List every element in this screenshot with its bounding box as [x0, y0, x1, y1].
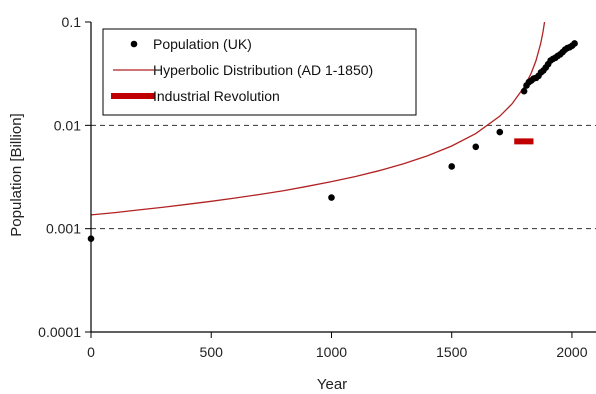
data-point-2 [448, 163, 456, 170]
x-tick-label-0: 0 [87, 344, 95, 360]
data-point-4 [496, 128, 504, 136]
data-point-3 [472, 143, 480, 151]
y-tick-label-3: 0.1 [62, 14, 82, 30]
y-tick-label-0: 0.0001 [38, 324, 81, 340]
legend-label-2: Industrial Revolution [153, 88, 280, 104]
x-axis-title: Year [317, 376, 347, 393]
x-tick-label-2: 1000 [316, 344, 347, 360]
x-tick-label-4: 2000 [556, 344, 587, 360]
legend-box [102, 28, 417, 116]
data-point-26 [571, 40, 578, 47]
y-tick-label-2: 0.01 [54, 117, 81, 133]
data-point-1 [328, 194, 335, 201]
legend: Population (UK) Hyperbolic Distribution (… [102, 28, 417, 116]
plot-area [87, 22, 596, 242]
y-axis-title: Population [Billion] [8, 113, 25, 236]
axes: 0 500 1000 1500 2000 0.0001 0.001 0.01 0.1 [38, 14, 596, 360]
legend-label-0: Population (UK) [153, 36, 252, 52]
x-tick-label-3: 1500 [436, 344, 467, 360]
legend-label-1: Hyperbolic Distribution (AD 1-1850) [153, 62, 373, 78]
legend-marker-population [130, 40, 138, 48]
y-tick-label-1: 0.001 [46, 221, 81, 237]
data-point-5 [520, 87, 528, 95]
hyperbolic-curve [91, 22, 546, 216]
x-tick-label-1: 500 [200, 344, 224, 360]
